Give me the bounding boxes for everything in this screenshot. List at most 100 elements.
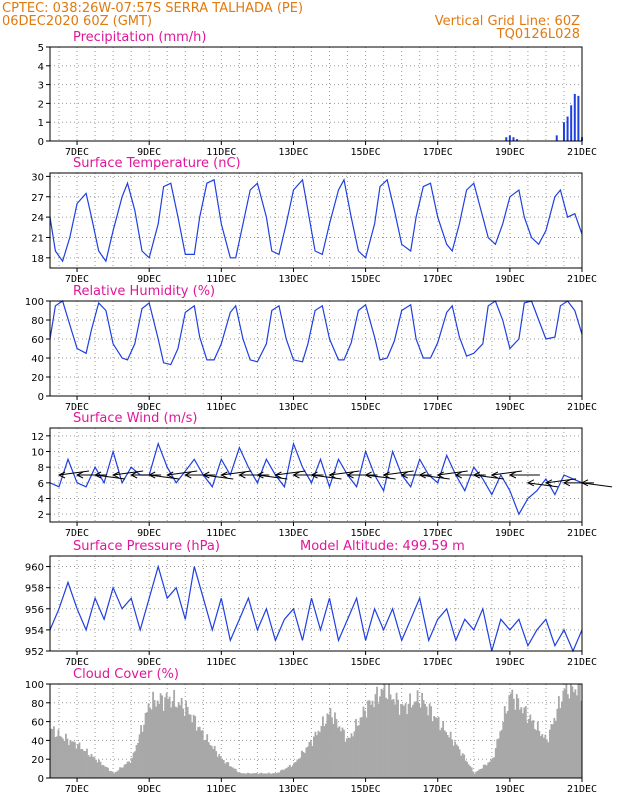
cloud-cover-bar [436, 718, 439, 778]
cloud-cover-bar [87, 755, 90, 778]
cloud-cover-bar [219, 756, 222, 778]
precip-bar [577, 95, 580, 141]
cloud-cover-bar [512, 698, 515, 778]
cloud-cover-bar [554, 720, 557, 778]
cloud-cover-bar [440, 727, 443, 778]
y-tick-label: 12 [31, 432, 44, 443]
cloud-cover-bar [506, 710, 509, 778]
cloud-cover-bar [356, 725, 359, 778]
cloud-cover-bar [398, 714, 401, 778]
cloud-cover-bar [240, 773, 243, 778]
cloud-cover-bar [245, 773, 248, 778]
cloud-cover-bar [102, 765, 105, 778]
cloud-cover-bar [51, 728, 54, 778]
cloud-cover-bar [565, 684, 568, 778]
cloud-cover-bar [484, 764, 487, 778]
x-tick-label: 15DEC [351, 147, 381, 158]
cloud-cover-bar [470, 767, 473, 778]
cloud-cover-bar [379, 696, 381, 778]
cloud-cover-bar [365, 717, 368, 778]
cloud-cover-bar [578, 684, 581, 778]
wind-arrow [473, 474, 504, 480]
cloud-cover-bar [553, 717, 556, 778]
cloud-cover-bar [455, 744, 458, 778]
y-tick-label: 0 [38, 392, 44, 403]
wind-arrow [545, 478, 576, 484]
cloud-cover-bar [395, 692, 398, 778]
y-tick-label: 4 [38, 62, 44, 73]
header-run-time: 06DEC2020 60Z (GMT) [2, 14, 152, 29]
x-tick-label: 11DEC [206, 274, 236, 285]
cloud-cover-bar [562, 690, 565, 778]
y-tick-label: 956 [25, 605, 44, 616]
cloud-cover-bar [524, 706, 527, 778]
wind-arrow [581, 482, 613, 488]
cloud-cover-bar [418, 703, 420, 778]
x-tick-label: 21DEC [567, 657, 597, 668]
panel-frame [49, 427, 583, 523]
x-tick-label: 7DEC [65, 657, 89, 668]
wind-arrow-head [238, 471, 246, 479]
cloud-cover-bar [427, 715, 430, 778]
y-tick-label: 27 [31, 193, 44, 204]
cloud-cover-bar [347, 737, 350, 778]
wind-arrow-head [400, 471, 408, 479]
cloud-cover-bar [419, 707, 422, 778]
wind-arrow [491, 470, 522, 476]
cloud-cover-bar [209, 744, 212, 778]
x-tick-label: 9DEC [137, 147, 161, 158]
cloud-cover-bar [482, 764, 485, 778]
x-tick-label: 17DEC [423, 784, 453, 795]
wind-arrow [257, 474, 288, 480]
cloud-cover-bar [267, 772, 270, 778]
x-tick-label: 21DEC [567, 528, 597, 539]
wind-arrow [275, 470, 306, 476]
cloud-cover-bar [469, 766, 472, 778]
cloud-cover-bar [191, 722, 194, 778]
y-tick-label: 60 [31, 718, 44, 729]
cloud-cover-bar [526, 722, 529, 778]
cloud-cover-bar [380, 688, 383, 778]
cloud-cover-bar [532, 720, 535, 778]
panel-title: Surface Wind (m/s) [73, 411, 197, 426]
cloud-cover-bar [288, 764, 291, 778]
x-tick-label: 15DEC [351, 274, 381, 285]
cloud-cover-bar [478, 769, 481, 778]
cloud-cover-bar [332, 724, 335, 778]
y-tick-label: 100 [25, 680, 44, 691]
cloud-cover-bar [182, 708, 185, 778]
panel-title: Relative Humidity (%) [73, 284, 215, 299]
cloud-cover-bar [50, 728, 52, 778]
wind-arrow [167, 470, 198, 476]
cloud-cover-bar [149, 707, 151, 778]
cloud-cover-bar [153, 700, 156, 778]
cloud-cover-bar [221, 759, 224, 778]
cloud-cover-bar [416, 690, 419, 778]
cloud-cover-bar [434, 717, 437, 778]
cloud-cover-bar [335, 719, 338, 778]
cloud-cover-bar [161, 695, 164, 778]
cloud-cover-bar [352, 736, 354, 778]
cloud-cover-bar [574, 689, 577, 778]
cloud-cover-bar [261, 773, 264, 778]
cloud-cover-bar [128, 761, 130, 778]
cloud-cover-bar [156, 700, 159, 778]
cloud-cover-bar [299, 757, 302, 778]
panel-frame [49, 683, 583, 779]
wind-arrow [437, 470, 468, 476]
y-tick-label: 21 [31, 233, 44, 244]
x-tick-label: 15DEC [351, 657, 381, 668]
cloud-cover-bar [96, 762, 99, 778]
cloud-cover-bar [430, 706, 433, 778]
panel-title: Cloud Cover (%) [73, 667, 179, 682]
cloud-cover-bar [376, 686, 378, 778]
cloud-cover-bar [236, 771, 239, 778]
y-tick-label: 10 [31, 448, 44, 459]
y-tick-label: 2 [38, 510, 44, 521]
cloud-cover-bar [502, 722, 505, 778]
cloud-cover-bar [224, 763, 227, 778]
x-tick-label: 11DEC [206, 784, 236, 795]
cloud-cover-bar [291, 765, 294, 778]
cloud-cover-bar [183, 715, 186, 778]
cloud-cover-bar [464, 760, 467, 778]
